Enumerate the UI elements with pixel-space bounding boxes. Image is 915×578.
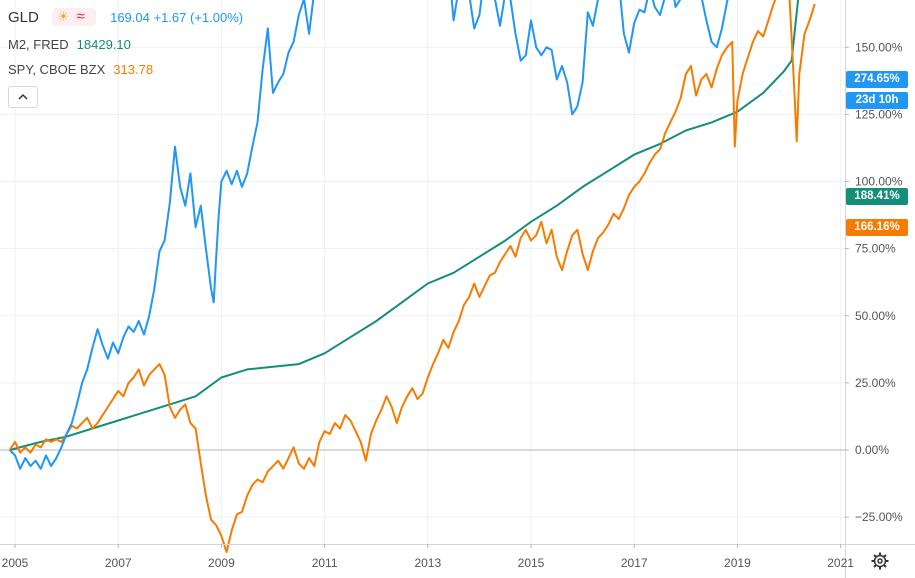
y-tick-label: 25.00% bbox=[855, 376, 896, 390]
gear-icon bbox=[871, 552, 889, 570]
wave-icon: ≈ bbox=[76, 7, 85, 25]
y-tick-label: 100.00% bbox=[855, 175, 903, 189]
chart-settings-button[interactable] bbox=[868, 549, 892, 573]
y-tick-label: 125.00% bbox=[855, 107, 903, 121]
y-tick-label: 150.00% bbox=[855, 40, 903, 54]
gld-change: +1.67 bbox=[153, 10, 187, 25]
chevron-up-icon bbox=[18, 93, 28, 100]
x-tick-label: 2013 bbox=[414, 556, 441, 570]
legend-gld[interactable]: GLD ☀ ≈ 169.04 +1.67 (+1.00%) bbox=[8, 7, 244, 28]
x-tick-label: 2019 bbox=[724, 556, 751, 570]
x-tick-label: 2011 bbox=[312, 556, 338, 570]
x-tick-label: 2009 bbox=[208, 556, 235, 570]
m2-last-value-label: 188.41% bbox=[846, 188, 908, 205]
time-axis[interactable]: 2005 2007 2009 2011 2013 2015 2017 2019 2021 bbox=[2, 544, 855, 570]
gld-price: 169.04 bbox=[110, 10, 150, 25]
gld-symbol[interactable]: GLD bbox=[8, 9, 39, 26]
m2-label[interactable]: M2, FRED bbox=[8, 37, 69, 52]
x-tick-label: 2015 bbox=[518, 556, 545, 570]
series-line-m2[interactable] bbox=[9, 0, 815, 451]
spy-last-value-label: 166.16% bbox=[846, 219, 908, 236]
legend-m2[interactable]: M2, FRED 18429.10 bbox=[8, 37, 131, 52]
legend-spy[interactable]: SPY, CBOE BZX 313.78 bbox=[8, 62, 153, 77]
market-status-badge[interactable]: ☀ ≈ bbox=[52, 7, 97, 26]
spy-value: 313.78 bbox=[113, 62, 154, 77]
grid bbox=[0, 0, 845, 544]
y-tick-label: −25.00% bbox=[855, 510, 903, 524]
m2-value: 18429.10 bbox=[76, 37, 131, 52]
price-axis[interactable]: 325.00%300.00%275.00%250.00%225.00%200.0… bbox=[845, 0, 903, 578]
series-line-gld[interactable] bbox=[9, 0, 815, 470]
y-tick-label: 75.00% bbox=[855, 242, 896, 256]
y-tick-label: 50.00% bbox=[855, 309, 896, 323]
y-tick-label: 0.00% bbox=[855, 443, 889, 457]
series-layer bbox=[8, 0, 816, 553]
spy-label[interactable]: SPY, CBOE BZX bbox=[8, 62, 106, 77]
x-tick-label: 2021 bbox=[827, 556, 854, 570]
series-line-spy[interactable] bbox=[8, 0, 816, 553]
collapse-legend-button[interactable] bbox=[8, 86, 38, 108]
x-tick-label: 2017 bbox=[621, 556, 648, 570]
sun-icon: ☀ bbox=[57, 8, 70, 24]
x-tick-label: 2005 bbox=[2, 556, 29, 570]
x-tick-label: 2007 bbox=[105, 556, 132, 570]
gld-change-pct: (+1.00%) bbox=[190, 10, 244, 25]
bar-countdown-label: 23d 10h bbox=[846, 92, 908, 109]
gld-last-value-label: 274.65% bbox=[846, 71, 908, 88]
